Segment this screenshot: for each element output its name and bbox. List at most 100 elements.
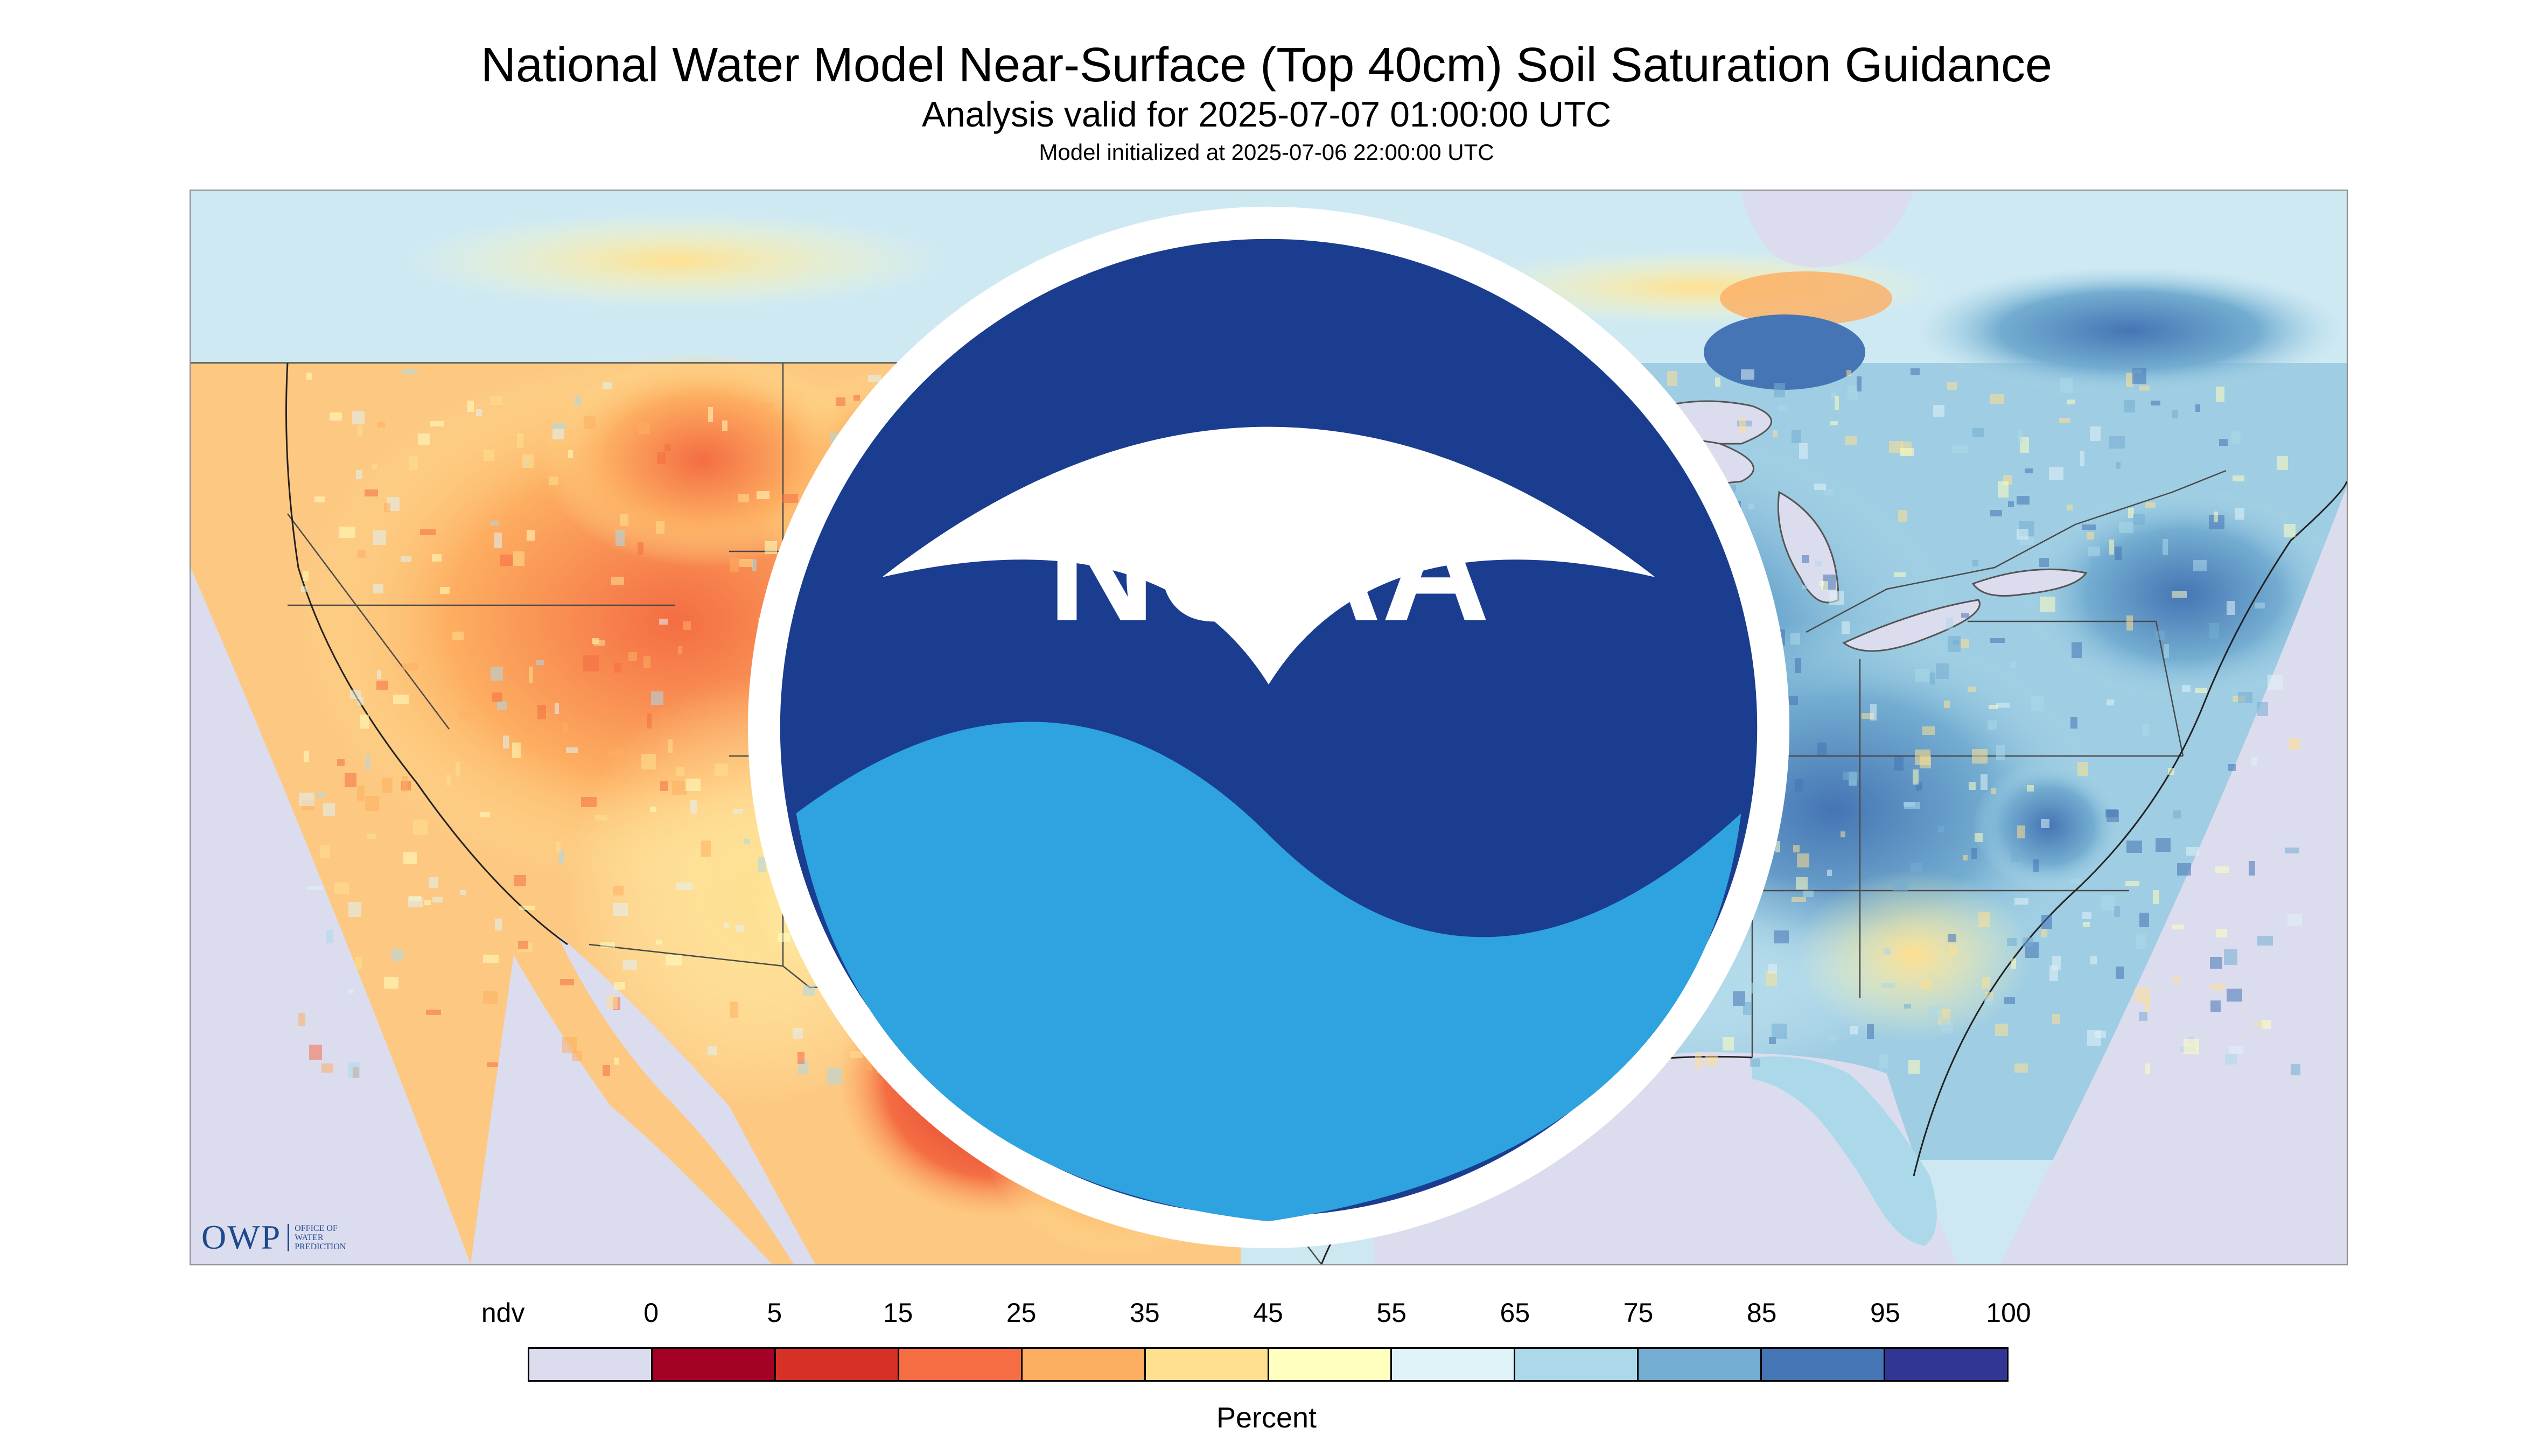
field-pixel — [1969, 782, 1976, 790]
field-pixel — [1862, 713, 1874, 719]
field-pixel — [298, 1013, 305, 1026]
field-pixel — [685, 779, 701, 791]
field-pixel — [1949, 945, 1957, 956]
field-pixel — [1982, 977, 1990, 989]
field-pixel — [402, 369, 417, 374]
legend-tick-label: 100 — [1986, 1298, 2031, 1328]
field-pixel — [782, 494, 798, 503]
field-pixel — [452, 632, 464, 640]
field-pixel — [1766, 971, 1777, 986]
field-pixel — [2186, 847, 2199, 856]
field-pixel — [391, 949, 403, 961]
field-pixel — [418, 433, 430, 445]
field-pixel — [2090, 558, 2101, 572]
field-pixel — [678, 646, 682, 654]
field-pixel — [2017, 529, 2028, 540]
field-pixel — [803, 985, 815, 996]
field-pixel — [2139, 386, 2150, 390]
field-pixel — [1751, 983, 1759, 993]
field-pixel — [595, 815, 607, 821]
field-pixel — [1947, 382, 1957, 390]
field-pixel — [2080, 451, 2084, 466]
field-pixel — [2182, 685, 2191, 692]
field-pixel — [549, 477, 558, 485]
lake-erie — [1842, 599, 1981, 652]
noaa-logo-text: NOAA — [1047, 485, 1490, 653]
field-pixel — [518, 941, 528, 949]
field-pixel — [1989, 705, 1998, 709]
field-pixel — [1741, 369, 1754, 380]
field-pixel — [1952, 445, 1968, 453]
field-pixel — [568, 450, 573, 458]
field-pixel — [705, 937, 716, 953]
legend-swatch — [1515, 1349, 1639, 1380]
field-pixel — [360, 715, 369, 729]
field-pixel — [608, 748, 624, 757]
field-pixel — [1963, 855, 1968, 860]
field-pixel — [2164, 644, 2169, 658]
field-pixel — [1814, 484, 1826, 490]
east-coast — [1913, 481, 2347, 1177]
field-pixel — [424, 900, 431, 905]
field-pixel — [459, 712, 473, 719]
field-pixel — [668, 739, 673, 753]
field-pixel — [440, 587, 450, 594]
field-pixel — [724, 923, 729, 928]
field-pixel — [1971, 848, 1977, 859]
hudson-bay — [1741, 191, 1914, 268]
field-pixel — [2059, 418, 2070, 423]
field-pixel — [1739, 418, 1746, 433]
field-pixel — [2219, 439, 2228, 446]
field-pixel — [2238, 692, 2252, 703]
field-pixel — [2210, 1000, 2221, 1012]
field-pixel — [1990, 510, 2002, 516]
field-pixel — [1848, 386, 1858, 400]
field-pixel — [384, 503, 390, 512]
field-pixel — [358, 550, 366, 558]
owp-logo-text: OWP — [201, 1218, 282, 1256]
field-pixel — [2173, 977, 2180, 984]
field-pixel — [600, 942, 615, 948]
field-pixel — [868, 375, 881, 382]
field-pixel — [2004, 997, 2015, 1004]
field-pixel — [2151, 401, 2160, 405]
field-pixel — [1990, 394, 2004, 404]
us-canada-border-east — [1806, 470, 2227, 633]
field-pixel — [690, 800, 697, 814]
field-pixel — [491, 667, 503, 681]
field-pixel — [2052, 956, 2061, 970]
field-pixel — [301, 586, 307, 592]
field-pixel — [408, 897, 423, 907]
field-pixel — [1723, 1037, 1734, 1051]
field-pixel — [1815, 561, 1822, 566]
field-pixel — [409, 456, 418, 470]
field-pixel — [299, 793, 314, 806]
field-pixel — [2210, 957, 2222, 969]
field-pixel — [1946, 618, 1953, 629]
field-pixel — [2184, 1039, 2199, 1054]
field-pixel — [752, 559, 757, 571]
field-pixel — [358, 425, 362, 437]
field-pixel — [566, 747, 578, 753]
field-pixel — [2107, 810, 2119, 822]
field-pixel — [555, 703, 559, 714]
field-pixel — [603, 382, 612, 389]
field-pixel — [656, 521, 664, 534]
field-pixel — [303, 571, 309, 581]
field-pixel — [572, 1051, 582, 1061]
field-pixel — [1803, 891, 1814, 897]
field-pixel — [413, 820, 428, 835]
field-pixel — [657, 452, 666, 464]
field-pixel — [664, 444, 671, 451]
field-pixel — [456, 762, 460, 776]
field-pixel — [2210, 984, 2224, 990]
field-pixel — [1972, 560, 1978, 566]
field-pixel — [317, 792, 324, 798]
field-pixel — [339, 527, 355, 538]
field-pixel — [2285, 848, 2299, 853]
field-pixel — [365, 489, 378, 496]
legend-units: Percent — [1216, 1402, 1317, 1434]
field-pixel — [348, 902, 361, 917]
field-pixel — [357, 786, 365, 801]
field-pixel — [1857, 376, 1862, 391]
